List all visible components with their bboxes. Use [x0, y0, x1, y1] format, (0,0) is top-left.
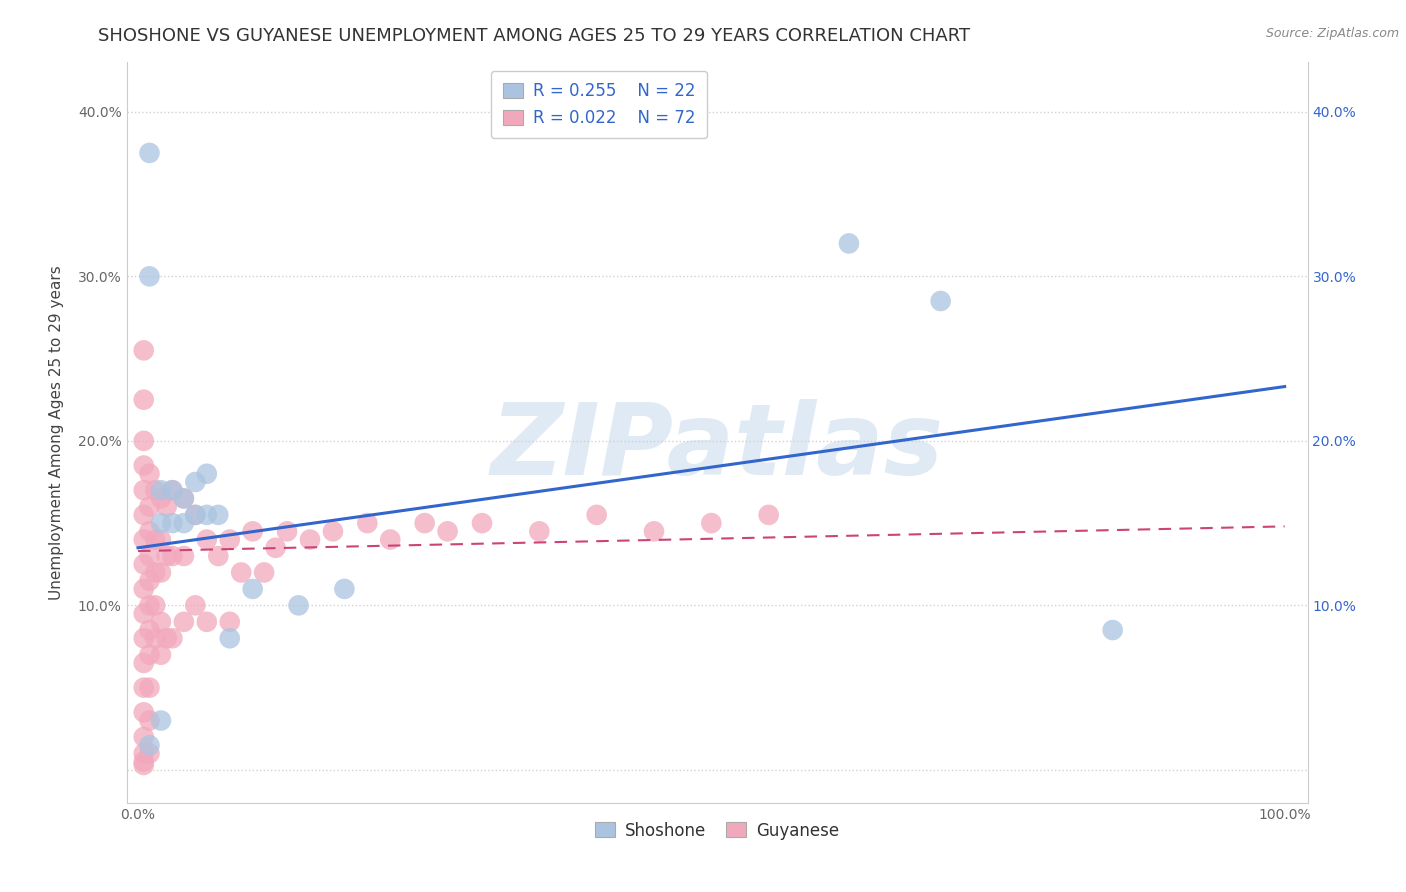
Point	[173, 549, 195, 563]
Point	[143, 533, 166, 547]
Point	[242, 524, 264, 539]
Point	[149, 533, 172, 547]
Point	[380, 533, 402, 547]
Point	[138, 269, 160, 284]
Point	[643, 524, 665, 539]
Point	[132, 508, 155, 522]
Point	[156, 549, 179, 563]
Point	[132, 533, 155, 547]
Point	[149, 615, 172, 629]
Point	[132, 730, 155, 744]
Point	[138, 738, 160, 752]
Point	[413, 516, 436, 530]
Point	[132, 343, 155, 358]
Point	[138, 747, 160, 761]
Point	[138, 574, 160, 588]
Point	[138, 599, 160, 613]
Point	[149, 516, 172, 530]
Point	[173, 491, 195, 506]
Point	[218, 632, 240, 646]
Point	[149, 648, 172, 662]
Point	[162, 483, 184, 498]
Point	[838, 236, 860, 251]
Legend: Shoshone, Guyanese: Shoshone, Guyanese	[588, 815, 846, 847]
Point	[132, 607, 155, 621]
Point	[132, 656, 155, 670]
Point	[1101, 623, 1123, 637]
Text: Source: ZipAtlas.com: Source: ZipAtlas.com	[1265, 27, 1399, 40]
Point	[149, 491, 172, 506]
Point	[231, 566, 253, 580]
Point	[143, 632, 166, 646]
Point	[132, 558, 155, 572]
Point	[132, 632, 155, 646]
Point	[184, 508, 207, 522]
Point	[184, 508, 207, 522]
Point	[184, 599, 207, 613]
Point	[132, 582, 155, 596]
Point	[218, 533, 240, 547]
Point	[132, 392, 155, 407]
Point	[138, 500, 160, 514]
Point	[132, 483, 155, 498]
Point	[195, 533, 218, 547]
Point	[132, 434, 155, 448]
Point	[758, 508, 780, 522]
Point	[138, 623, 160, 637]
Point	[138, 549, 160, 563]
Point	[436, 524, 458, 539]
Point	[162, 516, 184, 530]
Point	[143, 599, 166, 613]
Point	[149, 483, 172, 498]
Point	[138, 714, 160, 728]
Point	[700, 516, 723, 530]
Point	[149, 566, 172, 580]
Point	[156, 632, 179, 646]
Point	[585, 508, 607, 522]
Point	[253, 566, 276, 580]
Point	[264, 541, 287, 555]
Point	[195, 508, 218, 522]
Point	[322, 524, 344, 539]
Point	[162, 483, 184, 498]
Point	[132, 458, 155, 473]
Point	[173, 615, 195, 629]
Point	[138, 648, 160, 662]
Point	[156, 500, 179, 514]
Point	[149, 714, 172, 728]
Point	[132, 755, 155, 769]
Text: SHOSHONE VS GUYANESE UNEMPLOYMENT AMONG AGES 25 TO 29 YEARS CORRELATION CHART: SHOSHONE VS GUYANESE UNEMPLOYMENT AMONG …	[98, 27, 970, 45]
Text: ZIPatlas: ZIPatlas	[491, 399, 943, 496]
Point	[218, 615, 240, 629]
Point	[162, 632, 184, 646]
Y-axis label: Unemployment Among Ages 25 to 29 years: Unemployment Among Ages 25 to 29 years	[49, 265, 63, 600]
Point	[276, 524, 298, 539]
Point	[138, 681, 160, 695]
Point	[356, 516, 378, 530]
Point	[173, 516, 195, 530]
Point	[242, 582, 264, 596]
Point	[287, 599, 309, 613]
Point	[132, 747, 155, 761]
Point	[529, 524, 551, 539]
Point	[132, 681, 155, 695]
Point	[195, 615, 218, 629]
Point	[143, 566, 166, 580]
Point	[298, 533, 321, 547]
Point	[207, 549, 229, 563]
Point	[929, 293, 952, 308]
Point	[138, 145, 160, 160]
Point	[173, 491, 195, 506]
Point	[184, 475, 207, 489]
Point	[132, 758, 155, 772]
Point	[333, 582, 356, 596]
Point	[138, 524, 160, 539]
Point	[195, 467, 218, 481]
Point	[132, 706, 155, 720]
Point	[207, 508, 229, 522]
Point	[143, 483, 166, 498]
Point	[162, 549, 184, 563]
Point	[471, 516, 494, 530]
Point	[138, 467, 160, 481]
